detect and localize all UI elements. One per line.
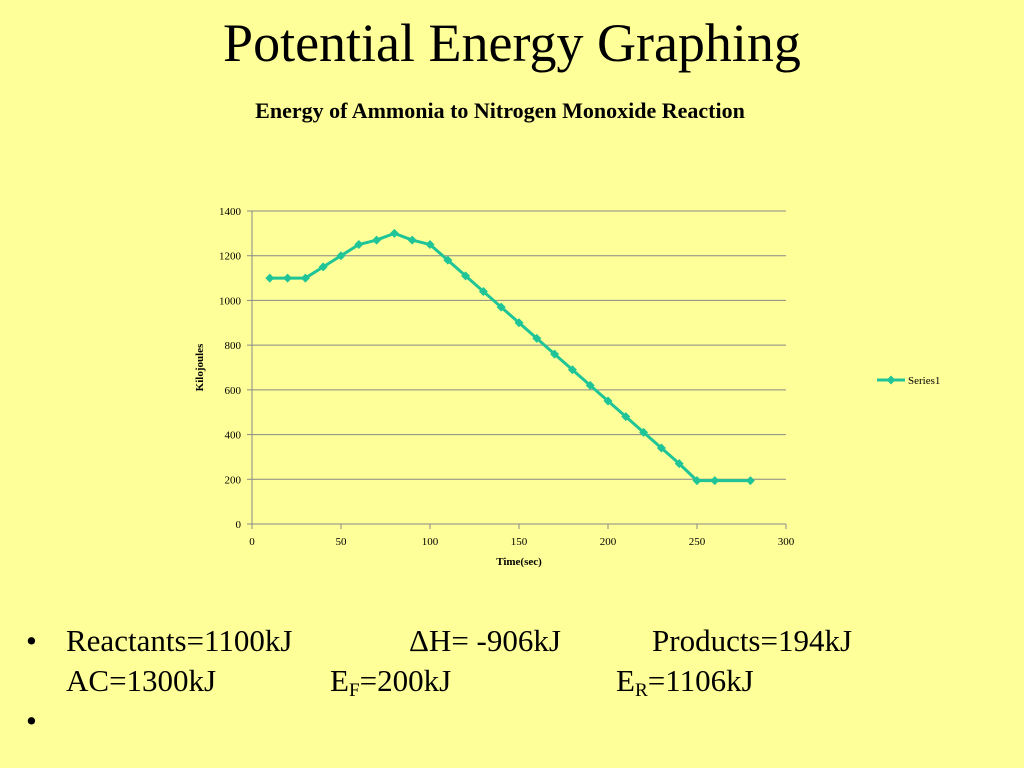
axes bbox=[247, 210, 787, 529]
legend-label: Series1 bbox=[908, 375, 940, 387]
bullet-marker: • bbox=[26, 623, 37, 658]
series-layer bbox=[265, 228, 755, 486]
data-point bbox=[496, 302, 506, 312]
y-tick-label: 400 bbox=[225, 430, 242, 442]
bullet-line-2: AC=1300kJ EF=200kJ ER=1106kJ bbox=[66, 662, 1006, 702]
data-point bbox=[354, 240, 364, 250]
data-point bbox=[656, 443, 666, 453]
data-point bbox=[336, 251, 346, 261]
bullet-marker: • bbox=[26, 703, 37, 738]
x-tick-label: 250 bbox=[689, 536, 706, 548]
ac-value: AC=1300kJ bbox=[66, 663, 217, 698]
data-point bbox=[514, 318, 524, 328]
x-tick-label: 200 bbox=[600, 536, 617, 548]
data-point bbox=[283, 273, 293, 283]
gridlines bbox=[252, 210, 786, 480]
er-subscript: R bbox=[634, 679, 648, 701]
data-point bbox=[621, 412, 631, 422]
delta-h-value: ΔH= -906kJ bbox=[409, 623, 561, 658]
chart-title: Energy of Ammonia to Nitrogen Monoxide R… bbox=[255, 98, 745, 123]
data-point bbox=[425, 240, 435, 250]
data-point bbox=[532, 333, 542, 343]
y-tick-label: 600 bbox=[225, 385, 242, 397]
legend-marker bbox=[886, 375, 896, 385]
er-symbol: E bbox=[616, 663, 635, 698]
data-point bbox=[710, 476, 720, 486]
y-tick-label: 1000 bbox=[219, 295, 242, 307]
data-point bbox=[478, 286, 488, 296]
bullet-item-empty: • bbox=[26, 702, 1006, 739]
axis-labels: 0 200 400 600 800 1000 1200 1400 0 50 100 150 200 250… bbox=[194, 206, 795, 568]
x-tick-label: 0 bbox=[249, 536, 255, 548]
x-axis-title: Time(sec) bbox=[496, 556, 542, 568]
data-point bbox=[389, 228, 399, 238]
products-value: Products=194kJ bbox=[652, 623, 853, 658]
data-point bbox=[461, 271, 471, 281]
ef-symbol: E bbox=[330, 663, 349, 698]
x-tick-label: 150 bbox=[511, 536, 528, 548]
ef-value: EF=200kJ bbox=[330, 662, 451, 702]
data-point bbox=[692, 476, 702, 486]
ef-amount: =200kJ bbox=[359, 663, 452, 698]
reactants-value: Reactants=1100kJ bbox=[66, 623, 293, 658]
data-point bbox=[265, 273, 275, 283]
data-point bbox=[550, 349, 560, 359]
series-line bbox=[269, 231, 751, 483]
legend: Series1 bbox=[877, 375, 940, 387]
y-tick-label: 1200 bbox=[219, 251, 242, 263]
data-point bbox=[443, 255, 453, 265]
er-value: ER=1106kJ bbox=[616, 662, 754, 702]
y-tick-label: 200 bbox=[225, 474, 242, 486]
data-point bbox=[639, 427, 649, 437]
x-tick-label: 300 bbox=[778, 536, 795, 548]
bullet-line-1: Reactants=1100kJ ΔH= -906kJ Products=194… bbox=[66, 622, 1006, 662]
x-tick-label: 100 bbox=[422, 536, 439, 548]
slide-title: Potential Energy Graphing bbox=[223, 13, 801, 73]
x-tick-label: 50 bbox=[336, 536, 348, 548]
line-chart: 0 200 400 600 800 1000 1200 1400 0 50 100 150 200 250… bbox=[194, 206, 940, 568]
y-tick-label: 1400 bbox=[219, 206, 242, 218]
data-point bbox=[318, 262, 328, 272]
ef-subscript: F bbox=[348, 679, 360, 701]
data-point bbox=[300, 273, 310, 283]
data-point bbox=[674, 459, 684, 469]
data-point bbox=[585, 380, 595, 390]
y-axis-title: Kilojoules bbox=[194, 343, 206, 391]
er-amount: =1106kJ bbox=[647, 663, 754, 698]
data-point bbox=[567, 365, 577, 375]
y-tick-label: 0 bbox=[236, 519, 242, 531]
data-point bbox=[372, 235, 382, 245]
bullet-item: • Reactants=1100kJ ΔH= -906kJ Products=1… bbox=[26, 622, 1006, 702]
data-point bbox=[745, 476, 755, 486]
data-point bbox=[407, 235, 417, 245]
bullet-list: • Reactants=1100kJ ΔH= -906kJ Products=1… bbox=[26, 622, 1006, 739]
y-tick-label: 800 bbox=[225, 340, 242, 352]
data-point bbox=[603, 396, 613, 406]
